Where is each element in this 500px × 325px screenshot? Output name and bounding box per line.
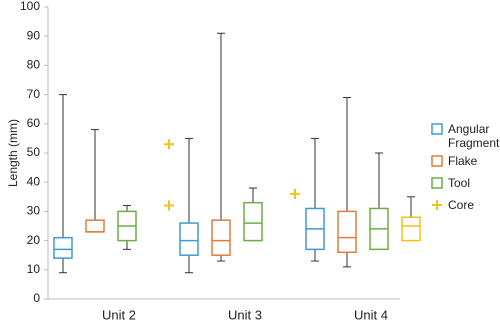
y-tick-label: 10 [27, 262, 41, 276]
box [85, 219, 105, 233]
legend-label: Flake [448, 154, 478, 168]
x-tick-label: Unit 3 [228, 307, 262, 322]
y-axis-label: Length (mm) [6, 119, 20, 187]
point [164, 139, 174, 150]
y-tick-label: 40 [27, 174, 41, 188]
y-tick-label: 80 [27, 58, 41, 72]
y-tick-label: 20 [27, 233, 41, 247]
y-tick-label: 70 [27, 87, 41, 101]
box [337, 210, 357, 254]
x-tick-label: Unit 2 [102, 307, 136, 322]
legend-symbol [431, 155, 443, 167]
legend-symbol [432, 200, 442, 210]
y-tick-label: 50 [27, 145, 41, 159]
y-tick-label: 90 [27, 28, 41, 42]
x-tick-label: Unit 4 [354, 307, 388, 322]
box [53, 236, 73, 259]
legend-label: Core [448, 198, 475, 212]
box [243, 201, 263, 242]
y-tick-label: 30 [27, 204, 41, 218]
legend-label: Tool [448, 176, 471, 190]
y-tick-label: 100 [20, 0, 40, 13]
legend-label: Angular Fragment [448, 122, 500, 150]
point [290, 188, 300, 199]
box [401, 216, 421, 242]
legend-symbol [431, 177, 443, 189]
y-tick-label: 0 [33, 291, 40, 305]
legend-symbol [431, 123, 443, 135]
point [164, 200, 174, 211]
box [211, 219, 231, 256]
box [179, 222, 199, 256]
y-tick-label: 60 [27, 116, 41, 130]
